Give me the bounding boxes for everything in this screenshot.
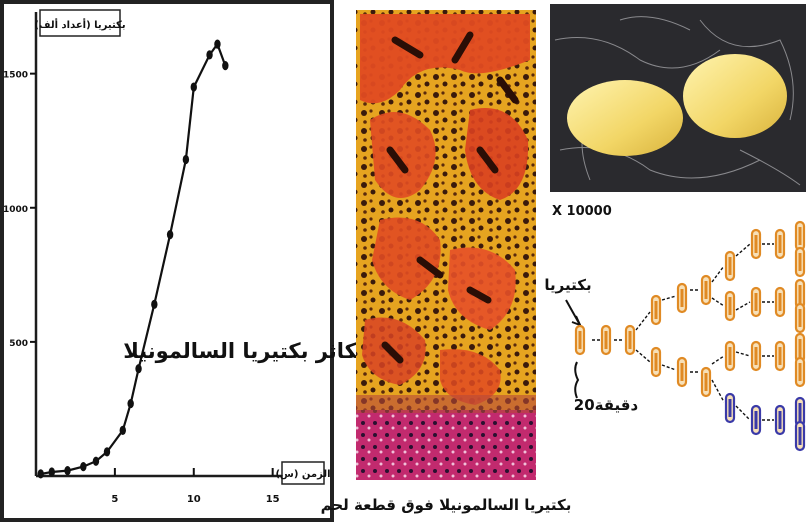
data-point xyxy=(80,462,87,472)
tissue-mass-top xyxy=(360,14,530,104)
bacterium-core xyxy=(704,281,708,299)
chart-points xyxy=(37,39,229,479)
bacterium-cell xyxy=(683,54,787,138)
bacterium-core xyxy=(798,363,802,381)
y-axis-title: بكتيريا (أعداد ألف) xyxy=(34,18,125,31)
bacterium-core xyxy=(654,353,658,371)
bacterium-cell xyxy=(567,80,683,156)
bacterium-core xyxy=(754,235,758,253)
bacteria-label: بكتيريا xyxy=(544,276,591,294)
chart-ticks: 500 1000 1500 5 10 15 xyxy=(3,71,280,505)
bacterium-core xyxy=(728,297,732,315)
bacterium-core xyxy=(778,411,782,429)
data-point xyxy=(37,469,44,479)
bacteria-pointer-head xyxy=(571,315,582,327)
data-point xyxy=(103,447,111,457)
bacterium-core xyxy=(798,427,802,445)
data-point xyxy=(64,466,71,476)
division-arrows xyxy=(592,243,774,421)
tissue-transition xyxy=(356,395,536,413)
data-point xyxy=(127,398,134,409)
lower-tissue-layer xyxy=(356,410,536,480)
data-point xyxy=(222,61,229,71)
tissue-mass xyxy=(370,112,436,198)
data-point xyxy=(182,154,190,165)
y-tick-label: 1500 xyxy=(3,71,28,81)
bacterium-core xyxy=(680,363,684,381)
bacterium-core xyxy=(798,253,802,271)
bacterium-core xyxy=(578,331,582,349)
y-axis-title-box xyxy=(39,9,121,37)
tissue-mass xyxy=(448,247,516,330)
bacterium-core xyxy=(728,399,732,417)
salmonella-micrograph-panel: بكتيريا السالمونيلا فوق قطعة لحم xyxy=(321,10,572,514)
growth-chart-panel: بكتيريا (أعداد ألف) الزمن (س) تكاثر بكتي… xyxy=(0,0,365,522)
bacterium-core xyxy=(798,309,802,327)
x-tick-label: 10 xyxy=(187,494,201,505)
bacterium-core xyxy=(778,235,782,253)
data-point xyxy=(135,364,142,374)
data-point xyxy=(190,82,197,92)
tissue-mass xyxy=(440,349,501,405)
data-point xyxy=(166,229,174,240)
x-tick-label: 15 xyxy=(266,494,280,505)
bacterium-core xyxy=(728,257,732,275)
tissue-mass xyxy=(465,108,529,200)
bacterium-core xyxy=(798,403,802,421)
data-point xyxy=(119,425,126,435)
bacterium-core xyxy=(778,293,782,311)
bacterium-core xyxy=(704,373,708,391)
bacterium-core xyxy=(798,339,802,357)
bacterium-core xyxy=(754,411,758,429)
data-point xyxy=(48,467,55,477)
data-point xyxy=(214,39,221,49)
data-point xyxy=(92,456,100,466)
data-point xyxy=(151,299,158,309)
electron-micrograph-panel: X 10000 xyxy=(550,4,806,219)
growth-series-line xyxy=(40,41,227,475)
division-cells xyxy=(574,220,806,452)
chart-frame xyxy=(0,0,334,522)
bacterium-core xyxy=(604,331,608,349)
y-tick-label: 500 xyxy=(9,339,28,349)
bacterium-core xyxy=(654,301,658,319)
bacterium-core xyxy=(680,289,684,307)
time-brace xyxy=(574,361,580,399)
micrograph-caption: بكتيريا السالمونيلا فوق قطعة لحم xyxy=(321,496,572,514)
x-axis-title-box xyxy=(281,461,325,485)
bacterium-core xyxy=(628,331,632,349)
x-axis-title: الزمن (س) xyxy=(275,469,330,480)
bacterium-core xyxy=(798,227,802,245)
bacterium-core xyxy=(798,285,802,303)
x-tick-label: 5 xyxy=(111,494,118,505)
bacterium-core xyxy=(754,293,758,311)
rod-bacteria-group xyxy=(381,31,519,364)
bacterium-core xyxy=(754,347,758,365)
division-diagram: بكتيريا 20دقيقة xyxy=(544,220,806,452)
magnification-label: X 10000 xyxy=(552,204,612,219)
y-tick-label: 1000 xyxy=(3,205,28,215)
bacterium-core xyxy=(728,347,732,365)
time-label: 20دقيقة xyxy=(574,396,639,414)
data-point xyxy=(206,50,213,60)
bacterium-core xyxy=(778,347,782,365)
tissue-mass xyxy=(372,217,441,300)
growth-annotation: تكاثر بكتيريا السالمونيلا xyxy=(123,339,365,363)
